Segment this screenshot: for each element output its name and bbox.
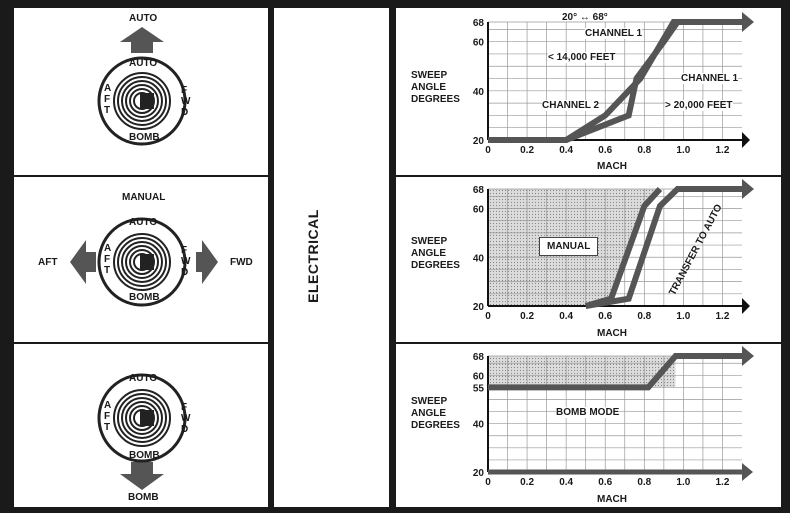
- chart3-x-tick-label: 0.8: [637, 477, 651, 488]
- dial-label-right: FWD: [181, 245, 191, 278]
- dial-label-top: AUTO: [129, 58, 158, 69]
- chart2-x-axis-label: MACH: [597, 328, 627, 339]
- selector-dial-icon: [97, 217, 187, 307]
- chart2-annotation-manual: MANUAL: [539, 237, 599, 256]
- chart3-bomb-region: [488, 356, 676, 388]
- dial-label-left: AFT: [104, 83, 112, 116]
- chart2-series-arrow-icon: [742, 179, 754, 199]
- right-arrow-icon: [196, 240, 218, 284]
- chart3-x-tick-label: 0.6: [598, 477, 612, 488]
- panel2-dial-graphic: [70, 217, 218, 307]
- left-arrow-icon: [70, 240, 96, 284]
- chart3-baseline-arrow-icon: [742, 463, 753, 481]
- chart1-y-tick-label: 20: [473, 136, 485, 147]
- dial-label-right: FWD: [181, 85, 191, 118]
- chart1-x-tick-label: 0.6: [598, 145, 612, 156]
- panel1-dial-graphic: [97, 27, 187, 146]
- chart2-x-tick-label: 0.6: [598, 311, 612, 322]
- dial-label-left: AFT: [104, 400, 112, 433]
- chart2-x-tick-label: 0: [485, 311, 491, 322]
- selector-dial-icon: [97, 373, 187, 463]
- chart3-series-line-1: [488, 353, 742, 391]
- chart1-y-tick-label: 40: [473, 87, 485, 98]
- chart3-x-axis-label: MACH: [597, 494, 627, 505]
- chart2-x-axis-arrow-icon: [742, 298, 750, 314]
- chart1-x-tick-label: 0: [485, 145, 491, 156]
- chart1-x-tick-label: 0.4: [559, 145, 573, 156]
- chart2-y-tick-label: 20: [473, 302, 485, 313]
- chart1-x-tick-label: 1.2: [716, 145, 730, 156]
- chart2-series-line-2: [584, 186, 663, 309]
- chart3-x-tick-label: 1.2: [716, 477, 730, 488]
- chart2-y-tick-label: 40: [473, 253, 485, 264]
- dial-label-bottom: BOMB: [129, 132, 160, 143]
- chart3-y-tick-label: 68: [473, 352, 485, 363]
- selector-dial-icon: [97, 56, 187, 146]
- chart1-annotation-channel1-right: CHANNEL 1: [681, 73, 739, 84]
- dial-label-top: AUTO: [129, 217, 158, 228]
- fwd-label: FWD: [230, 257, 253, 268]
- chart2-x-tick-label: 0.2: [520, 311, 534, 322]
- chart2-y-axis-label: SWEEP ANGLE DEGREES: [411, 236, 460, 271]
- chart3-y-tick-label: 55: [473, 383, 485, 394]
- chart1-y-tick-label: 60: [473, 38, 485, 49]
- down-arrow-icon: [120, 462, 164, 490]
- chart1-annotation-high-altitude: > 20,000 FEET: [665, 100, 733, 111]
- chart3-y-tick-label: 60: [473, 371, 485, 382]
- aft-label: AFT: [38, 257, 58, 268]
- manual-label: MANUAL: [122, 192, 166, 203]
- chart1-series-arrow-icon: [742, 12, 754, 32]
- auto-arrow-label: AUTO: [129, 13, 158, 24]
- chart3-x-tick-label: 0: [485, 477, 491, 488]
- chart2-y-tick-label: 60: [473, 205, 485, 216]
- chart1-annotation-low-altitude: < 14,000 FEET: [548, 52, 616, 63]
- chart1-x-axis-arrow-icon: [742, 132, 750, 148]
- bomb-arrow-label: BOMB: [128, 492, 159, 503]
- dial-label-bottom: BOMB: [129, 450, 160, 461]
- chart1-annotation-channel1-top: CHANNEL 1: [585, 28, 643, 39]
- dial-label-top: AUTO: [129, 373, 158, 384]
- chart1-x-tick-label: 0.8: [637, 145, 651, 156]
- chart3-x-tick-label: 1.0: [676, 477, 690, 488]
- chart2-x-tick-label: 0.4: [559, 311, 573, 322]
- chart3-y-tick-label: 40: [473, 420, 485, 431]
- chart1-y-tick-label: 68: [473, 18, 485, 29]
- dial-label-left: AFT: [104, 243, 112, 276]
- chart1-annotation-sweep-range: 20° ↔ 68°: [562, 12, 608, 23]
- dial-label-bottom: BOMB: [129, 292, 160, 303]
- chart2-y-tick-label: 68: [473, 185, 485, 196]
- panel3-dial-graphic: [97, 373, 187, 490]
- chart1-annotation-channel2: CHANNEL 2: [542, 100, 600, 111]
- chart1-x-axis-label: MACH: [597, 161, 627, 172]
- chart2-series-line-1: [585, 186, 742, 309]
- chart1-y-axis-label: SWEEP ANGLE DEGREES: [411, 70, 460, 105]
- chart3-annotation-bomb-mode: BOMB MODE: [556, 407, 620, 418]
- chart1-x-tick-label: 1.0: [676, 145, 690, 156]
- chart1-series-line-2: [488, 19, 742, 143]
- chart3-series-arrow-icon: [742, 346, 754, 366]
- chart3-y-axis-label: SWEEP ANGLE DEGREES: [411, 396, 460, 431]
- up-arrow-icon: [120, 27, 164, 53]
- chart2-x-tick-label: 1.0: [676, 311, 690, 322]
- dial-label-right: FWD: [181, 402, 191, 435]
- chart2-x-tick-label: 1.2: [716, 311, 730, 322]
- chart3-x-tick-label: 0.2: [520, 477, 534, 488]
- chart3-y-tick-label: 20: [473, 468, 485, 479]
- chart3-x-tick-label: 0.4: [559, 477, 573, 488]
- chart1-x-tick-label: 0.2: [520, 145, 534, 156]
- chart2-x-tick-label: 0.8: [637, 311, 651, 322]
